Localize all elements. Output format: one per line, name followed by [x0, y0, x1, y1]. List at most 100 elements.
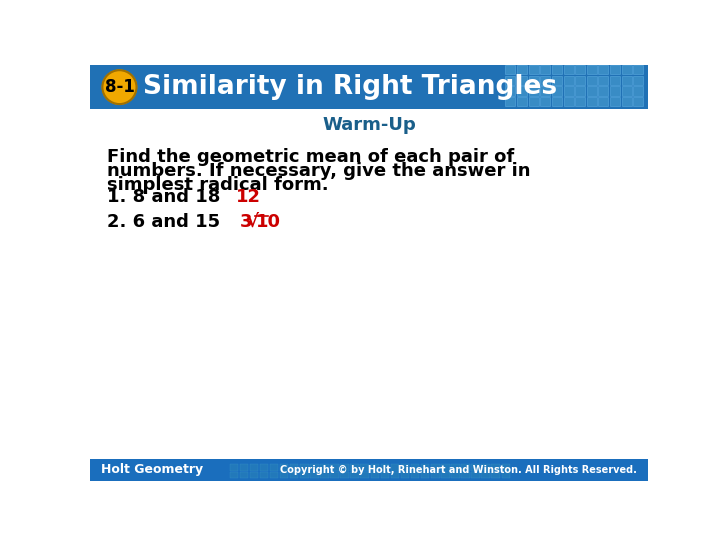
FancyBboxPatch shape [351, 472, 359, 478]
Text: Copyright © by Holt, Rinehart and Winston. All Rights Reserved.: Copyright © by Holt, Rinehart and Winsto… [280, 465, 637, 475]
Text: 1. 8 and 18: 1. 8 and 18 [107, 188, 220, 206]
FancyBboxPatch shape [260, 472, 269, 478]
FancyBboxPatch shape [290, 464, 299, 470]
FancyBboxPatch shape [90, 65, 648, 110]
FancyBboxPatch shape [598, 86, 608, 96]
FancyBboxPatch shape [300, 472, 309, 478]
FancyBboxPatch shape [528, 76, 539, 85]
FancyBboxPatch shape [280, 472, 289, 478]
FancyBboxPatch shape [587, 65, 597, 74]
FancyBboxPatch shape [431, 472, 439, 478]
FancyBboxPatch shape [552, 65, 562, 74]
FancyBboxPatch shape [230, 472, 238, 478]
FancyBboxPatch shape [621, 97, 631, 106]
FancyBboxPatch shape [621, 76, 631, 85]
FancyBboxPatch shape [492, 464, 500, 470]
FancyBboxPatch shape [320, 464, 329, 470]
FancyBboxPatch shape [540, 76, 550, 85]
FancyBboxPatch shape [575, 76, 585, 85]
FancyBboxPatch shape [502, 472, 510, 478]
FancyBboxPatch shape [564, 97, 574, 106]
FancyBboxPatch shape [564, 86, 574, 96]
FancyBboxPatch shape [502, 464, 510, 470]
FancyBboxPatch shape [505, 76, 516, 85]
FancyBboxPatch shape [401, 464, 409, 470]
FancyBboxPatch shape [598, 97, 608, 106]
FancyBboxPatch shape [610, 76, 620, 85]
FancyBboxPatch shape [421, 472, 429, 478]
Text: 12: 12 [235, 188, 261, 206]
FancyBboxPatch shape [598, 76, 608, 85]
FancyBboxPatch shape [441, 464, 449, 470]
FancyBboxPatch shape [634, 97, 644, 106]
Circle shape [102, 70, 137, 104]
FancyBboxPatch shape [250, 472, 258, 478]
FancyBboxPatch shape [270, 464, 279, 470]
Text: Warm-Up: Warm-Up [322, 116, 416, 134]
FancyBboxPatch shape [330, 464, 339, 470]
Text: Similarity in Right Triangles: Similarity in Right Triangles [143, 74, 557, 100]
FancyBboxPatch shape [517, 65, 527, 74]
FancyBboxPatch shape [250, 464, 258, 470]
FancyBboxPatch shape [361, 464, 369, 470]
FancyBboxPatch shape [472, 464, 480, 470]
FancyBboxPatch shape [290, 472, 299, 478]
FancyBboxPatch shape [621, 65, 631, 74]
FancyBboxPatch shape [451, 472, 459, 478]
FancyBboxPatch shape [391, 472, 399, 478]
FancyBboxPatch shape [575, 97, 585, 106]
FancyBboxPatch shape [492, 472, 500, 478]
FancyBboxPatch shape [610, 86, 620, 96]
FancyBboxPatch shape [540, 65, 550, 74]
FancyBboxPatch shape [381, 464, 389, 470]
FancyBboxPatch shape [634, 86, 644, 96]
FancyBboxPatch shape [587, 76, 597, 85]
FancyBboxPatch shape [564, 65, 574, 74]
FancyBboxPatch shape [517, 97, 527, 106]
FancyBboxPatch shape [381, 472, 389, 478]
FancyBboxPatch shape [451, 464, 459, 470]
FancyBboxPatch shape [634, 65, 644, 74]
FancyBboxPatch shape [610, 65, 620, 74]
Text: Find the geometric mean of each pair of: Find the geometric mean of each pair of [107, 148, 514, 166]
FancyBboxPatch shape [421, 464, 429, 470]
FancyBboxPatch shape [280, 464, 289, 470]
Text: numbers. If necessary, give the answer in: numbers. If necessary, give the answer i… [107, 162, 531, 180]
FancyBboxPatch shape [240, 472, 248, 478]
FancyBboxPatch shape [361, 472, 369, 478]
FancyBboxPatch shape [391, 464, 399, 470]
Text: 2. 6 and 15: 2. 6 and 15 [107, 213, 220, 231]
FancyBboxPatch shape [341, 464, 349, 470]
FancyBboxPatch shape [552, 86, 562, 96]
FancyBboxPatch shape [505, 97, 516, 106]
FancyBboxPatch shape [371, 472, 379, 478]
Text: simplest radical form.: simplest radical form. [107, 176, 328, 194]
FancyBboxPatch shape [575, 86, 585, 96]
Text: √: √ [246, 213, 258, 231]
FancyBboxPatch shape [587, 86, 597, 96]
FancyBboxPatch shape [587, 97, 597, 106]
FancyBboxPatch shape [240, 464, 248, 470]
FancyBboxPatch shape [472, 472, 480, 478]
FancyBboxPatch shape [528, 65, 539, 74]
FancyBboxPatch shape [552, 97, 562, 106]
FancyBboxPatch shape [564, 76, 574, 85]
FancyBboxPatch shape [401, 472, 409, 478]
FancyBboxPatch shape [441, 472, 449, 478]
FancyBboxPatch shape [540, 86, 550, 96]
FancyBboxPatch shape [517, 86, 527, 96]
FancyBboxPatch shape [598, 65, 608, 74]
FancyBboxPatch shape [462, 464, 469, 470]
FancyBboxPatch shape [462, 472, 469, 478]
Text: 3: 3 [240, 213, 252, 231]
FancyBboxPatch shape [341, 472, 349, 478]
FancyBboxPatch shape [230, 464, 238, 470]
FancyBboxPatch shape [610, 97, 620, 106]
FancyBboxPatch shape [371, 464, 379, 470]
FancyBboxPatch shape [575, 65, 585, 74]
FancyBboxPatch shape [411, 464, 419, 470]
FancyBboxPatch shape [505, 86, 516, 96]
FancyBboxPatch shape [517, 76, 527, 85]
FancyBboxPatch shape [310, 472, 319, 478]
Text: 10: 10 [256, 213, 281, 231]
